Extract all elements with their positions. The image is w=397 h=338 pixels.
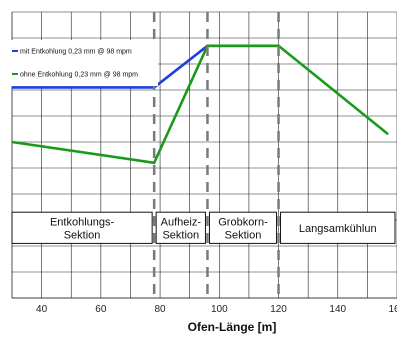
x-tick-label: 80 [155, 304, 167, 315]
x-tick-label: 140 [329, 304, 346, 315]
x-axis-label: Ofen-Länge [m] [188, 320, 277, 334]
legend-entry: mit Entkohlung 0,23 mm @ 98 mpm [20, 49, 132, 56]
section-label: Sektion [162, 229, 199, 241]
legend: mit Entkohlung 0,23 mm @ 98 mpm ohne Entk… [9, 40, 158, 86]
section-box [155, 211, 206, 244]
section-label: Grobkorn- [218, 216, 268, 228]
section-label: Sektion [64, 229, 101, 241]
legend-box [9, 40, 158, 86]
section-boxes: Entkohlungs-SektionAufheiz-SektionGrobko… [11, 211, 396, 244]
series-line-2 [11, 44, 389, 165]
x-tick-label: 16 [388, 304, 397, 315]
section-box [11, 211, 153, 244]
x-tick-label: 100 [211, 304, 228, 315]
section-label: Sektion [225, 229, 262, 241]
x-tick-labels: 40 60 80 100 120 140 16 [36, 304, 397, 315]
series-lines [11, 44, 389, 165]
x-tick-label: 60 [95, 304, 107, 315]
section-label: Aufheiz- [161, 216, 202, 228]
section-label: Entkohlungs- [50, 216, 115, 228]
section-label: Langsamkühlun [299, 223, 377, 235]
x-tick-label: 40 [36, 304, 48, 315]
section-dividers [152, 12, 280, 298]
section-box [208, 211, 278, 244]
legend-entry: ohne Entkohlung 0,23 mm @ 98 mpm [20, 72, 138, 79]
x-tick-label: 120 [270, 304, 287, 315]
section-box [280, 211, 396, 244]
